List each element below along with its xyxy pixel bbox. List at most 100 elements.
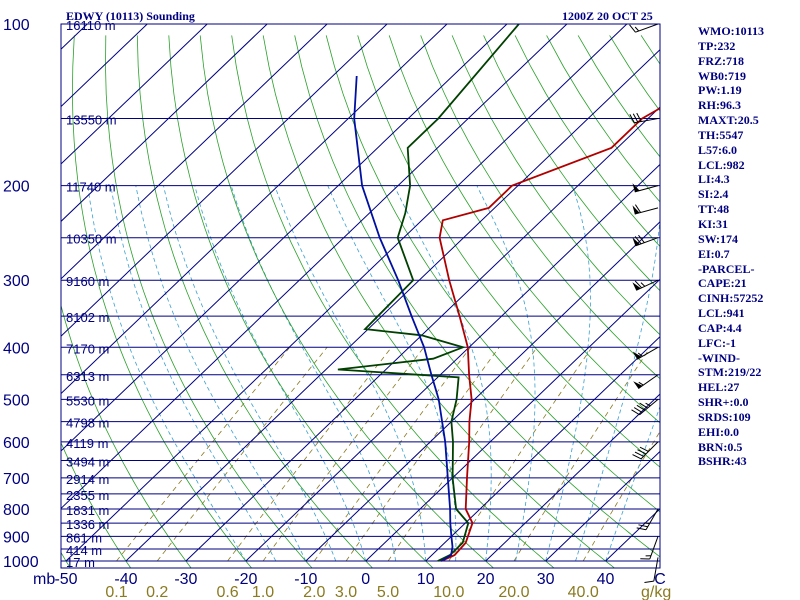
moist-adiabat xyxy=(194,185,367,562)
moist-adiabat xyxy=(163,185,337,562)
dry-adiabat xyxy=(325,35,660,513)
wind-barb xyxy=(632,204,659,215)
mixing-ratio-tick-label: 0.6 xyxy=(216,584,238,600)
isotherm xyxy=(425,335,660,562)
isotherms xyxy=(61,24,660,562)
wind-barb-feather xyxy=(637,449,647,455)
index-item: CAP:4.4 xyxy=(698,320,742,335)
wind-barb xyxy=(644,557,659,583)
observation-time: 1200Z 20 OCT 25 xyxy=(562,9,653,23)
temperature-tick-label: -10 xyxy=(294,571,317,588)
wind-barb-feather xyxy=(636,527,647,531)
wind-barb-feather xyxy=(638,234,645,243)
wind-barb-feather xyxy=(636,112,642,122)
mixing-ratio-tick-label: 20.0 xyxy=(498,584,529,600)
temperature-tick-label: 20 xyxy=(477,571,495,588)
wind-barb-feather xyxy=(639,402,648,409)
mixing-ratio-tick-label: 0.2 xyxy=(146,584,168,600)
dry-adiabat xyxy=(105,35,313,568)
height-label: 3494 m xyxy=(66,455,109,470)
profile-lines xyxy=(337,24,660,562)
height-label: 5530 m xyxy=(66,393,109,408)
dry-adiabat xyxy=(61,303,192,568)
height-label: 17 m xyxy=(66,555,95,570)
wind-barb-feather xyxy=(634,236,642,245)
wind-barb-pennant xyxy=(632,237,641,246)
dry-adiabats xyxy=(61,35,660,568)
wind-barb xyxy=(629,112,659,124)
wind-barb-half xyxy=(644,522,650,525)
wind-barb xyxy=(632,441,659,460)
isotherm xyxy=(61,24,268,223)
temperature-tick-label: -20 xyxy=(234,571,257,588)
moist-adiabat xyxy=(135,185,307,562)
wind-barb-shaft xyxy=(634,207,659,215)
parcel-path xyxy=(353,75,454,562)
dry-adiabat xyxy=(199,35,495,568)
isotherm xyxy=(61,24,388,337)
wind-barbs xyxy=(629,23,659,583)
pressure-tick-label: 300 xyxy=(3,273,30,290)
isotherm xyxy=(61,24,208,165)
wind-barb-shaft xyxy=(640,441,659,460)
mixing-ratio-line xyxy=(227,347,392,562)
index-item: SRDS:109 xyxy=(698,409,751,424)
wind-barb xyxy=(629,23,659,33)
index-item: KI:31 xyxy=(698,216,728,231)
temperature-tick-label: 30 xyxy=(537,571,555,588)
index-item: BSHR:43 xyxy=(698,454,747,469)
wind-barb-pennant xyxy=(632,205,640,215)
wind-barb-pennant xyxy=(633,381,643,389)
mixing-ratio-line xyxy=(387,347,538,562)
mixing-ratio-line xyxy=(345,347,500,562)
wind-barb xyxy=(631,398,659,416)
height-label: 2914 m xyxy=(66,472,109,487)
isotherm xyxy=(65,24,628,562)
wind-barb xyxy=(633,374,659,389)
wind-barb-pennant xyxy=(632,183,640,192)
height-label: 10350 m xyxy=(66,232,117,247)
height-label: 8102 m xyxy=(66,310,109,325)
dewpoint-profile xyxy=(337,24,520,562)
wind-barb-feather xyxy=(631,409,640,416)
wind-barb-feather xyxy=(634,204,642,213)
index-item: -WIND- xyxy=(698,350,740,365)
dry-adiabat xyxy=(168,35,434,568)
index-item: WMO:10113 xyxy=(698,24,764,38)
wind-barb-feather xyxy=(632,454,642,460)
index-item: SI:2.4 xyxy=(698,187,729,202)
wind-barb-shaft xyxy=(639,398,659,416)
temperature-tick-label: 40 xyxy=(597,571,615,588)
wind-barb-feather xyxy=(644,580,654,583)
mixing-ratio-tick-label: 10.0 xyxy=(433,584,464,600)
wind-barb-pennant xyxy=(632,351,642,360)
index-item: SHR+:0.0 xyxy=(698,395,749,410)
mixing-ratio-tick-label: 2.0 xyxy=(303,584,325,600)
isotherm xyxy=(245,163,660,562)
wind-barb-feather xyxy=(639,446,649,452)
index-item: BRN:0.5 xyxy=(698,439,743,454)
index-item: EHI:0.0 xyxy=(698,424,740,439)
height-label: 4798 m xyxy=(66,416,109,431)
wind-barb-shaft xyxy=(653,557,659,582)
dry-adiabat xyxy=(294,35,660,558)
height-label: 7170 m xyxy=(66,341,109,356)
wind-barb xyxy=(632,346,659,360)
index-item: LFC:-1 xyxy=(698,335,736,350)
isotherm xyxy=(61,24,508,452)
pressure-tick-label: 600 xyxy=(3,435,30,452)
wind-barb xyxy=(636,508,659,531)
height-label: 11740 m xyxy=(66,180,116,195)
isobars xyxy=(61,24,660,562)
index-item: TT:48 xyxy=(698,202,730,217)
isotherm xyxy=(61,24,448,395)
wind-barb xyxy=(632,234,659,247)
index-item: LCL:941 xyxy=(698,306,745,321)
wind-barb xyxy=(632,183,659,193)
mixing-ratio-line xyxy=(156,347,328,562)
wind-barb-feather xyxy=(636,404,646,411)
wind-barb-feather xyxy=(638,524,648,528)
height-label: 861 m xyxy=(66,530,102,545)
dry-adiabat xyxy=(483,35,660,292)
